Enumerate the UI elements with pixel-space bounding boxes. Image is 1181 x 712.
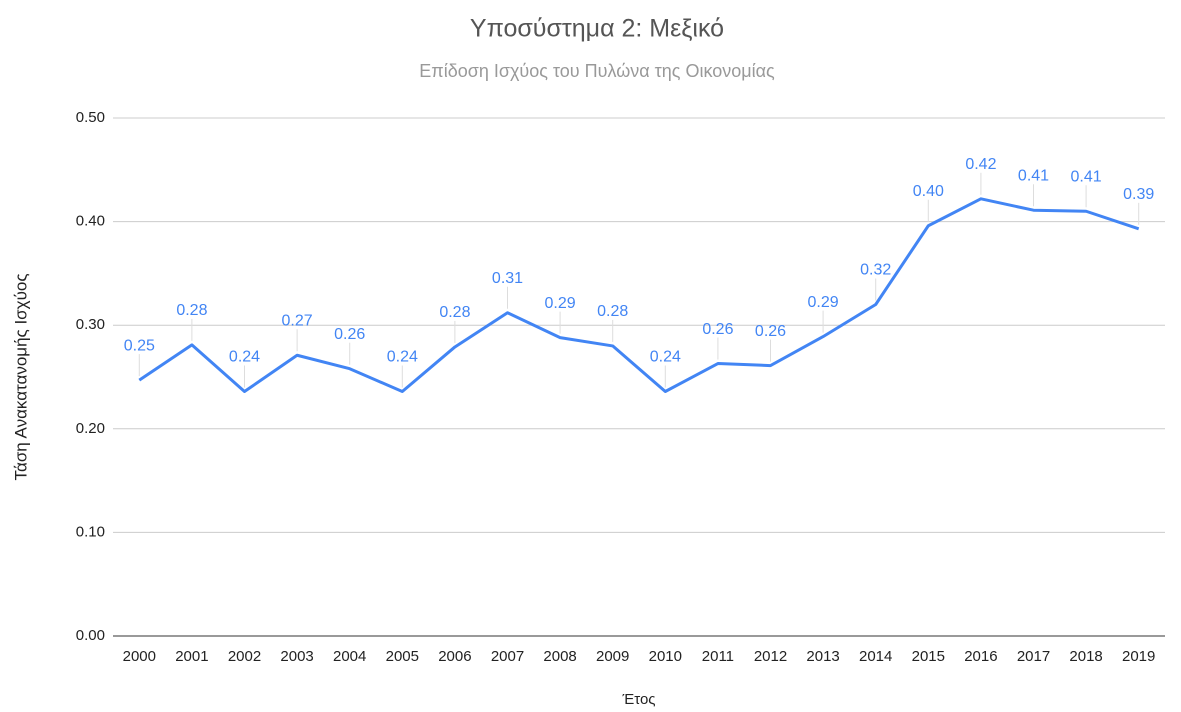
y-tick-label: 0.10 xyxy=(76,523,105,540)
chart-title: Υποσύστημα 2: Μεξικό xyxy=(470,15,724,43)
x-tick-label: 2001 xyxy=(175,648,208,665)
data-label: 0.25 xyxy=(124,337,155,354)
x-tick-label: 2000 xyxy=(123,648,156,665)
x-tick-label: 2014 xyxy=(859,648,892,665)
x-tick-label: 2012 xyxy=(754,648,787,665)
data-label: 0.39 xyxy=(1123,186,1154,203)
data-label: 0.40 xyxy=(913,183,944,200)
x-tick-label: 2005 xyxy=(386,648,419,665)
data-label: 0.28 xyxy=(439,304,470,321)
y-tick-label: 0.20 xyxy=(76,420,105,437)
data-label: 0.27 xyxy=(282,312,313,329)
x-tick-label: 2011 xyxy=(702,648,734,665)
x-tick-label: 2015 xyxy=(912,648,945,665)
data-label: 0.28 xyxy=(597,303,628,320)
x-tick-label: 2004 xyxy=(333,648,366,665)
data-label: 0.26 xyxy=(755,323,786,340)
x-tick-label: 2010 xyxy=(649,648,682,665)
data-label: 0.26 xyxy=(334,326,365,343)
data-label: 0.41 xyxy=(1071,168,1102,185)
data-label: 0.32 xyxy=(860,262,891,279)
data-label: 0.24 xyxy=(650,349,681,366)
data-label: 0.41 xyxy=(1018,167,1049,184)
x-axis-label: Έτος xyxy=(621,691,655,708)
x-tick-label: 2013 xyxy=(806,648,839,665)
y-axis-label: Τάση Ανακατανομής Ισχύος xyxy=(11,273,30,480)
data-label: 0.29 xyxy=(545,295,576,312)
y-tick-label: 0.50 xyxy=(76,109,105,126)
data-label: 0.42 xyxy=(965,156,996,173)
data-label: 0.24 xyxy=(229,349,260,366)
data-label: 0.28 xyxy=(176,302,207,319)
data-line xyxy=(138,197,1140,394)
x-tick-label: 2007 xyxy=(491,648,524,665)
data-label: 0.29 xyxy=(808,294,839,311)
chart-subtitle: Επίδοση Ισχύος του Πυλώνα της Οικονομίας xyxy=(419,61,775,81)
x-tick-label: 2006 xyxy=(438,648,471,665)
data-label: 0.26 xyxy=(702,321,733,338)
x-tick-label: 2016 xyxy=(964,648,997,665)
x-tick-label: 2003 xyxy=(280,648,313,665)
data-label: 0.31 xyxy=(492,270,523,287)
y-tick-label: 0.00 xyxy=(76,627,105,644)
y-tick-label: 0.30 xyxy=(76,316,105,333)
data-label: 0.24 xyxy=(387,349,418,366)
x-tick-label: 2009 xyxy=(596,648,629,665)
x-tick-label: 2017 xyxy=(1017,648,1050,665)
x-tick-label: 2002 xyxy=(228,648,261,665)
x-tick-label: 2018 xyxy=(1069,648,1102,665)
x-tick-label: 2019 xyxy=(1122,648,1155,665)
x-tick-label: 2008 xyxy=(543,648,576,665)
y-tick-label: 0.40 xyxy=(76,213,105,230)
